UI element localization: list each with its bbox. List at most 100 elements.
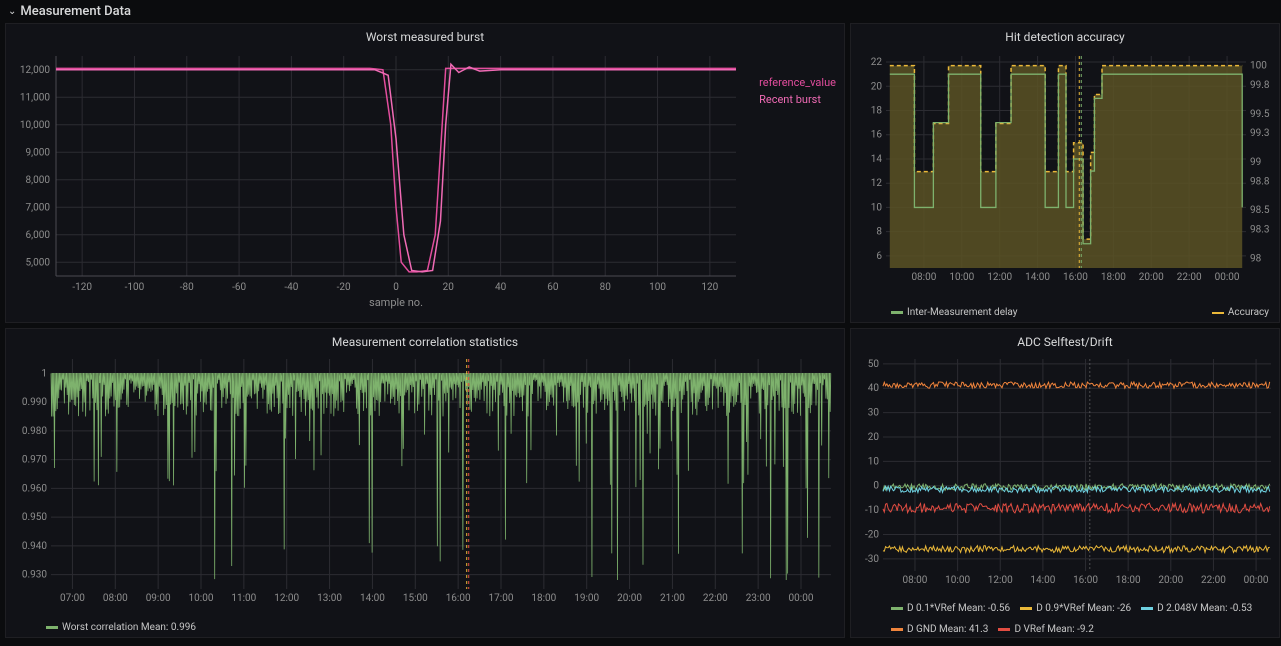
svg-text:0.950: 0.950: [22, 512, 47, 523]
svg-text:30: 30: [868, 408, 880, 419]
svg-text:-10: -10: [865, 505, 879, 516]
svg-text:12,000: 12,000: [20, 65, 50, 76]
svg-text:18:00: 18:00: [1101, 272, 1126, 283]
legend-corr: Worst correlation Mean: 0.996: [6, 620, 844, 637]
svg-text:07:00: 07:00: [60, 593, 85, 604]
panel-worst-burst[interactable]: Worst measured burst 5,0006,0007,0008,00…: [5, 23, 845, 323]
chart-burst[interactable]: 5,0006,0007,0008,0009,00010,00011,00012,…: [6, 46, 846, 316]
svg-text:14:00: 14:00: [360, 593, 385, 604]
svg-text:20:00: 20:00: [1139, 272, 1164, 283]
svg-text:22:00: 22:00: [703, 593, 728, 604]
svg-text:5,000: 5,000: [26, 257, 51, 268]
svg-text:00:00: 00:00: [1215, 272, 1240, 283]
legend-item[interactable]: D VRef Mean: -9.2: [998, 624, 1093, 635]
svg-text:100: 100: [1250, 61, 1267, 72]
svg-text:22: 22: [871, 57, 883, 68]
chart-hit[interactable]: 68101214161820229898.398.598.89999.399.5…: [851, 46, 1281, 298]
svg-text:10,000: 10,000: [20, 120, 50, 131]
chevron-down-icon: ⌄: [8, 6, 16, 17]
panel-correlation[interactable]: Measurement correlation statistics 0.930…: [5, 328, 845, 638]
svg-text:0.960: 0.960: [22, 483, 47, 494]
panel-title: ADC Selftest/Drift: [851, 329, 1279, 351]
svg-text:12: 12: [871, 178, 883, 189]
svg-text:99.5: 99.5: [1250, 109, 1270, 120]
svg-text:14:00: 14:00: [1025, 272, 1050, 283]
svg-text:0: 0: [873, 481, 879, 492]
svg-text:50: 50: [868, 359, 880, 370]
svg-text:14: 14: [871, 154, 883, 165]
svg-text:99.3: 99.3: [1250, 128, 1270, 139]
svg-text:0.970: 0.970: [22, 455, 47, 466]
svg-text:16:00: 16:00: [1073, 575, 1098, 586]
svg-text:08:00: 08:00: [103, 593, 128, 604]
svg-text:16:00: 16:00: [1063, 272, 1088, 283]
svg-text:10:00: 10:00: [949, 272, 974, 283]
svg-text:10: 10: [868, 456, 880, 467]
svg-text:10:00: 10:00: [945, 575, 970, 586]
svg-text:60: 60: [547, 282, 559, 293]
svg-text:0.940: 0.940: [22, 541, 47, 552]
svg-text:16: 16: [871, 130, 883, 141]
section-header[interactable]: ⌄ Measurement Data: [0, 0, 1281, 23]
svg-text:-30: -30: [865, 554, 879, 565]
chart-adc[interactable]: -30-20-100102030405008:0010:0012:0014:00…: [851, 351, 1281, 601]
svg-text:10: 10: [871, 202, 883, 213]
svg-text:08:00: 08:00: [911, 272, 936, 283]
svg-text:13:00: 13:00: [317, 593, 342, 604]
svg-text:20:00: 20:00: [617, 593, 642, 604]
svg-text:20:00: 20:00: [1158, 575, 1183, 586]
panel-title: Hit detection accuracy: [851, 24, 1279, 46]
legend-item[interactable]: reference_value: [759, 76, 836, 89]
legend-item[interactable]: D 0.1*VRef Mean: -0.56: [891, 603, 1010, 614]
svg-text:12:00: 12:00: [987, 272, 1012, 283]
legend-item[interactable]: Worst correlation Mean: 0.996: [46, 622, 196, 633]
legend-burst: reference_value Recent burst: [759, 76, 836, 110]
svg-text:98.8: 98.8: [1250, 176, 1270, 187]
svg-text:100: 100: [649, 282, 666, 293]
panel-hit-detection[interactable]: Hit detection accuracy 68101214161820229…: [850, 23, 1280, 323]
svg-text:14:00: 14:00: [1030, 575, 1055, 586]
svg-text:20: 20: [443, 282, 455, 293]
svg-text:10:00: 10:00: [189, 593, 214, 604]
svg-text:0: 0: [393, 282, 399, 293]
svg-text:sample no.: sample no.: [369, 296, 423, 309]
svg-text:8: 8: [876, 227, 882, 238]
legend-item[interactable]: D GND Mean: 41.3: [891, 624, 988, 635]
legend-item[interactable]: D 0.9*VRef Mean: -26: [1020, 603, 1131, 614]
svg-text:17:00: 17:00: [489, 593, 514, 604]
legend-item[interactable]: Recent burst: [759, 93, 836, 106]
svg-text:11,000: 11,000: [20, 92, 50, 103]
svg-text:6,000: 6,000: [26, 230, 51, 241]
dashboard-grid: Worst measured burst 5,0006,0007,0008,00…: [0, 23, 1281, 643]
legend-item[interactable]: D 2.048V Mean: -0.53: [1141, 603, 1252, 614]
svg-text:99: 99: [1250, 157, 1261, 168]
legend-item[interactable]: Inter-Measurement delay: [891, 307, 1018, 318]
panel-adc[interactable]: ADC Selftest/Drift -30-20-10010203040500…: [850, 328, 1280, 638]
svg-text:40: 40: [868, 383, 880, 394]
svg-text:98.3: 98.3: [1250, 224, 1270, 235]
svg-text:18:00: 18:00: [531, 593, 556, 604]
svg-text:-80: -80: [180, 282, 194, 293]
svg-text:40: 40: [495, 282, 507, 293]
svg-text:98: 98: [1250, 253, 1262, 264]
svg-text:12:00: 12:00: [988, 575, 1013, 586]
svg-text:6: 6: [876, 251, 882, 262]
svg-text:16:00: 16:00: [446, 593, 471, 604]
svg-text:7,000: 7,000: [26, 202, 51, 213]
svg-text:19:00: 19:00: [574, 593, 599, 604]
svg-text:0.980: 0.980: [22, 426, 47, 437]
svg-text:21:00: 21:00: [660, 593, 685, 604]
svg-text:12:00: 12:00: [274, 593, 299, 604]
svg-text:99.8: 99.8: [1250, 80, 1270, 91]
chart-correlation[interactable]: 0.9300.9400.9500.9600.9700.9800.990107:0…: [6, 351, 846, 619]
section-title: Measurement Data: [20, 4, 131, 19]
svg-text:08:00: 08:00: [903, 575, 928, 586]
legend-item[interactable]: Accuracy: [1212, 307, 1269, 318]
panel-title: Measurement correlation statistics: [6, 329, 844, 351]
svg-text:120: 120: [701, 282, 718, 293]
svg-text:09:00: 09:00: [146, 593, 171, 604]
svg-text:15:00: 15:00: [403, 593, 428, 604]
svg-text:0.990: 0.990: [22, 397, 47, 408]
legend-adc: D 0.1*VRef Mean: -0.56 D 0.9*VRef Mean: -…: [851, 601, 1279, 639]
svg-text:-100: -100: [125, 282, 145, 293]
